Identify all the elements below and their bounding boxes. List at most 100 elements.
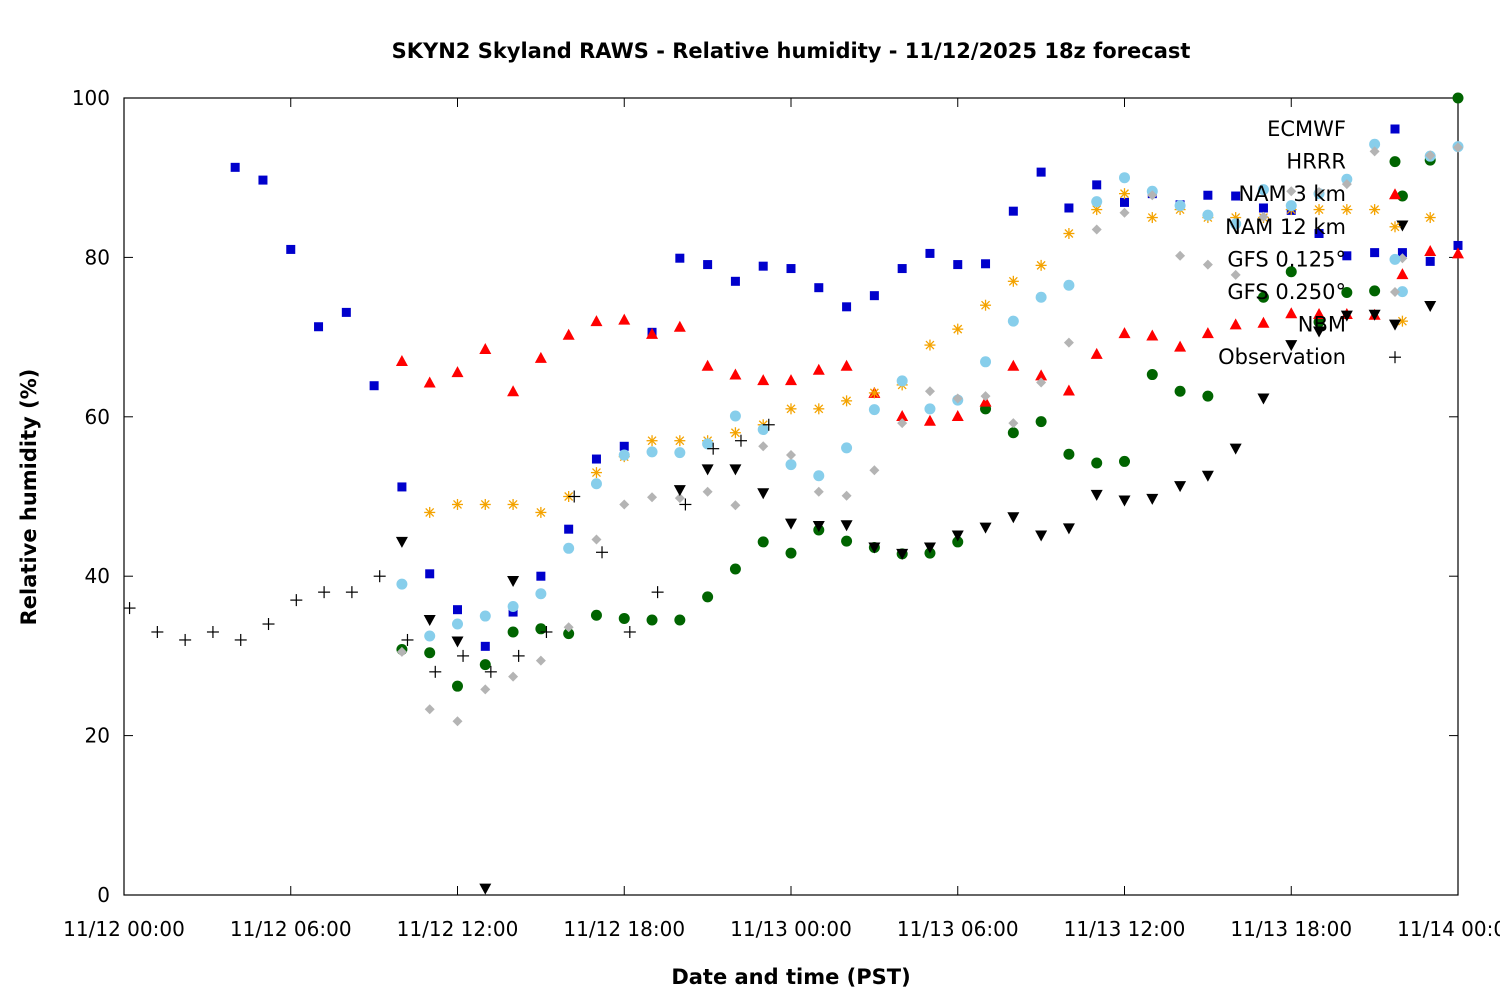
data-point-hrrr [729,563,741,575]
data-point-gfs-0-125 [841,442,853,454]
data-point-nbm [812,520,825,532]
data-point-observation [568,490,581,503]
data-point-observation [651,586,664,599]
data-point-gfs-0-250 [647,492,658,503]
data-point-gfs-0-250 [730,500,741,511]
legend-marker-hrrr [1389,156,1401,168]
legend-label-observation: Observation [1218,345,1346,369]
data-point-ecmwf [758,261,768,271]
data-point-ecmwf [341,307,351,317]
series-nbm [395,220,1437,895]
x-tick-label: 11/14 00:00 [1397,917,1500,941]
data-point-nbm [395,536,408,548]
data-point-hrrr [507,626,519,638]
data-point-observation [318,586,331,599]
data-point-nbm [979,522,992,534]
legend-marker-ecmwf [1390,124,1400,134]
data-point-gfs-0-250 [758,441,769,452]
legend-label-nam-12-km: NAM 12 km [1225,215,1346,239]
data-point-gfs-0-250 [1258,211,1269,222]
data-point-gfs-0-125 [924,403,936,415]
data-point-gfs-0-125 [1396,286,1408,298]
data-point-nbm [785,518,797,530]
data-point-observation [484,665,497,678]
data-point-hrrr [563,628,575,640]
data-point-nbm [479,883,492,895]
data-point-hrrr [1369,285,1381,297]
data-point-nbm [1201,470,1214,482]
data-point-nam-3-km [395,355,408,367]
data-point-hrrr [1452,92,1464,104]
data-point-observation [345,586,358,599]
data-point-gfs-0-125 [1119,172,1130,184]
data-point-ecmwf [508,607,518,617]
data-point-gfs-0-250 [1341,179,1352,190]
data-point-ecmwf [1008,206,1018,216]
data-point-gfs-0-125 [702,438,714,450]
data-point-hrrr [1257,291,1269,303]
x-tick-label: 11/12 18:00 [563,917,685,941]
data-point-gfs-0-250 [1202,259,1213,270]
data-point-nbm [1229,443,1242,455]
data-point-nam-3-km [1062,384,1075,396]
y-tick-label: 0 [97,883,110,907]
x-tick-label: 11/12 00:00 [63,917,185,941]
data-point-gfs-0-250 [1230,269,1241,280]
data-point-gfs-0-125 [980,356,992,368]
data-point-nam-12-km [1063,227,1075,239]
data-point-nbm [1146,493,1159,505]
legend-marker-nbm [1389,319,1401,331]
data-point-hrrr [1007,427,1019,439]
data-point-nbm [507,575,520,587]
data-point-ecmwf [730,276,740,286]
data-point-observation [290,594,303,607]
data-point-nbm [1118,495,1131,507]
data-point-nam-3-km [1118,327,1131,339]
data-point-nam-3-km [1146,329,1159,341]
data-point-gfs-0-250 [535,655,546,666]
data-point-ecmwf [1036,167,1046,177]
data-point-hrrr [618,612,630,624]
y-tick-label: 100 [72,86,110,110]
data-point-gfs-0-250 [591,534,602,545]
data-point-ecmwf [1231,191,1241,201]
data-point-nbm [423,615,436,627]
data-point-gfs-0-250 [980,391,991,402]
data-point-nam-3-km [1090,347,1103,359]
data-point-hrrr [702,591,714,603]
data-point-nam-12-km [646,435,658,447]
data-point-observation [373,570,386,583]
data-point-gfs-0-125 [674,447,686,459]
data-point-hrrr [1119,455,1130,467]
data-point-observation [457,649,470,662]
data-point-nam-3-km [951,410,964,422]
data-point-nam-12-km [980,299,992,311]
data-point-hrrr [841,535,853,547]
data-point-gfs-0-250 [508,671,519,682]
data-point-nam-12-km [729,427,741,439]
data-point-nbm [1368,309,1381,321]
data-point-gfs-0-125 [729,410,741,422]
data-point-gfs-0-250 [1314,187,1325,198]
data-point-ecmwf [1453,240,1463,250]
data-point-hrrr [1091,457,1103,469]
data-point-nam-12-km [952,323,964,335]
data-point-nbm [1340,310,1353,322]
data-point-gfs-0-125 [1230,218,1242,230]
data-point-nam-12-km [424,506,436,518]
data-point-nam-3-km [1257,316,1270,328]
data-point-nam-3-km [1035,369,1048,381]
data-point-gfs-0-125 [785,459,797,471]
data-point-nam-12-km [507,498,519,510]
data-point-gfs-0-125 [590,478,602,490]
data-point-gfs-0-250 [1286,186,1297,197]
data-point-nam-3-km [618,313,631,325]
data-point-nam-12-km [1369,204,1381,216]
data-point-nam-3-km [729,368,742,380]
legend-label-nam-3-km: NAM 3 km [1238,182,1346,206]
data-point-gfs-0-125 [813,470,825,482]
data-point-gfs-0-125 [563,542,575,554]
x-tick-label: 11/12 12:00 [397,917,519,941]
data-point-observation [512,649,525,662]
data-point-ecmwf [1064,203,1074,213]
